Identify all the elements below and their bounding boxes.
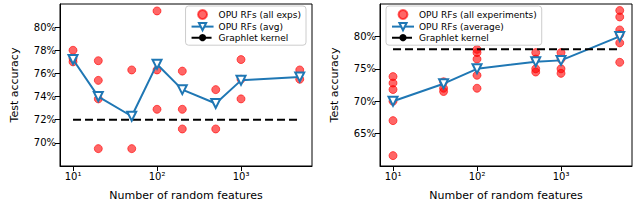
svg-text:Number of random features: Number of random features: [109, 189, 263, 202]
svg-text:10³: 10³: [233, 171, 250, 182]
svg-text:OPU RFs (average): OPU RFs (average): [419, 22, 504, 32]
svg-text:Test accuracy: Test accuracy: [8, 47, 21, 123]
svg-text:10²: 10²: [149, 171, 166, 182]
svg-text:OPU RFs (all exps): OPU RFs (all exps): [219, 10, 301, 20]
svg-text:10²: 10²: [469, 171, 486, 182]
svg-text:Graphlet kernel: Graphlet kernel: [419, 33, 489, 43]
svg-text:78%: 78%: [34, 45, 56, 56]
svg-text:10¹: 10¹: [65, 171, 82, 182]
svg-text:65%: 65%: [354, 128, 376, 139]
svg-text:OPU RFs (all experiments): OPU RFs (all experiments): [419, 10, 537, 20]
svg-text:OPU RFs (avg): OPU RFs (avg): [219, 22, 284, 32]
svg-text:76%: 76%: [34, 68, 56, 79]
svg-text:70%: 70%: [354, 96, 376, 107]
svg-text:10¹: 10¹: [385, 171, 402, 182]
svg-text:74%: 74%: [34, 91, 56, 102]
svg-text:70%: 70%: [34, 137, 56, 148]
svg-text:Number of random features: Number of random features: [429, 189, 583, 202]
svg-text:Test accuracy: Test accuracy: [328, 47, 341, 123]
svg-text:75%: 75%: [354, 63, 376, 74]
svg-text:10³: 10³: [553, 171, 570, 182]
svg-text:80%: 80%: [354, 31, 376, 42]
svg-text:Graphlet kernel: Graphlet kernel: [219, 33, 289, 43]
svg-text:72%: 72%: [34, 114, 56, 125]
svg-text:80%: 80%: [34, 22, 56, 33]
